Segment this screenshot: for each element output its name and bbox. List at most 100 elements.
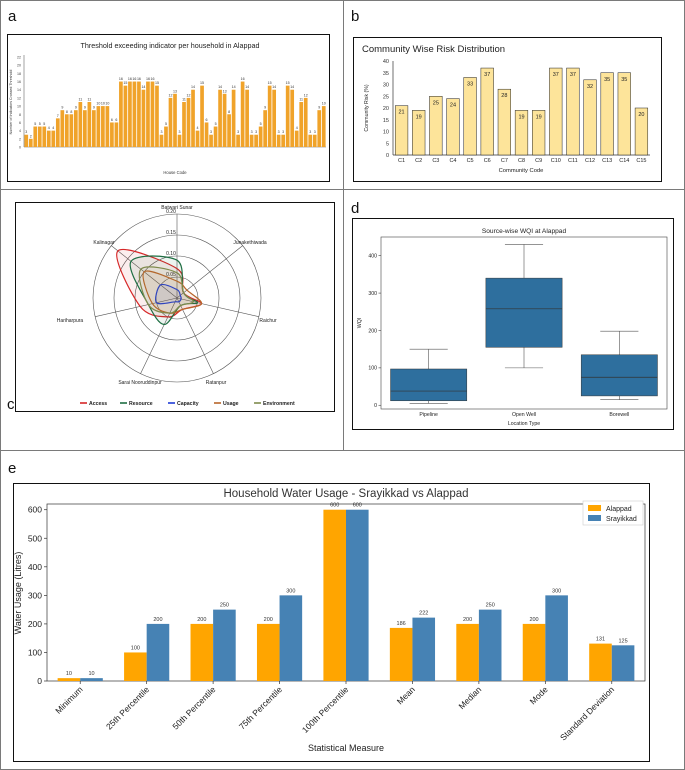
chart-b-bar-label: 21 [399, 110, 405, 116]
chart-b-ytick: 15 [383, 118, 389, 124]
chart-e-bar-alappad [256, 623, 280, 681]
chart-c-series-environment [138, 266, 194, 314]
chart-e-legend-swatch [588, 515, 601, 521]
chart-a-bar-label: 5 [34, 122, 36, 126]
chart-a-bar-label: 4 [296, 126, 298, 130]
chart-e-bar-srayikkad [146, 623, 170, 681]
chart-a-bar-label: 3 [160, 130, 162, 134]
chart-b-bar [566, 67, 580, 156]
chart-a-bar-label: 3 [251, 130, 253, 134]
chart-a-ytick: 20 [17, 64, 21, 68]
chart-a-bar-label: 3 [278, 130, 280, 134]
chart-e-legend-label: Alappad [606, 506, 632, 513]
chart-c-spoke [176, 297, 214, 374]
chart-a-bar [64, 114, 69, 147]
chart-c-rtick: 0.15 [166, 230, 176, 236]
chart-a-bar [267, 85, 272, 147]
chart-c-series-capacity [155, 283, 182, 305]
chart-b-xtick: C7 [501, 158, 508, 164]
chart-b-xtick: C12 [585, 158, 595, 164]
chart-a-bar-label: 6 [111, 118, 113, 122]
chart-a-bar-label: 11 [87, 98, 91, 102]
chart-a-bar-label: 3 [309, 130, 311, 134]
chart-e-bar-label: 200 [264, 617, 273, 623]
chart-e-bar-srayikkad [346, 509, 369, 681]
chart-b-bar-label: 35 [604, 77, 610, 83]
chart-b-bar [429, 96, 443, 156]
chart-a-bar-label: 15 [155, 81, 159, 85]
chart-b-bar [497, 88, 511, 156]
chart-a-bar-label: 4 [52, 126, 54, 130]
chart-a-bar [182, 102, 186, 147]
chart-b-xtick: C3 [432, 158, 439, 164]
chart-e-bar-label: 300 [552, 588, 561, 594]
chart-c-axis-label: Raichur [259, 318, 277, 324]
chart-a-bar-label: 14 [232, 85, 236, 89]
chart-a-bar [321, 106, 326, 147]
chart-a-bar-label: 3 [237, 130, 239, 134]
chart-a-bar [83, 110, 87, 147]
chart-a-bar [308, 134, 313, 147]
chart-a-ytick: 14 [17, 88, 21, 92]
chart-a-bar-label: 16 [150, 77, 154, 81]
chart-a-bar [173, 93, 177, 147]
chart-a-bar-label: 8 [66, 110, 68, 114]
chart-a-bar-label: 16 [137, 77, 141, 81]
chart-b-bar-label: 20 [638, 112, 644, 118]
chart-b-bar [394, 105, 409, 156]
chart-b-xtick: C1 [398, 158, 405, 164]
chart-a-bar-label: 4 [48, 126, 50, 130]
chart-a-bar-label: 9 [318, 106, 320, 110]
chart-a-ytick: 12 [17, 96, 21, 100]
chart-c-axis-label: Hariharpura [57, 318, 84, 324]
chart-a-bar [218, 89, 222, 147]
chart-a-bar-label: 10 [96, 102, 100, 106]
chart-a-bar-label: 11 [299, 98, 303, 102]
chart-b-ytick: 25 [383, 94, 389, 100]
chart-e-bar-alappad [323, 509, 346, 681]
chart-a-bar-label: 3 [282, 130, 284, 134]
chart-e-bar-label: 131 [596, 637, 605, 643]
chart-a-bar [263, 110, 267, 147]
chart-a-bar [159, 134, 164, 147]
chart-e-bar-srayikkad [611, 645, 635, 681]
chart-b-ytick: 5 [386, 141, 389, 147]
chart-a-bar [69, 114, 74, 147]
chart-a-bar-label: 3 [210, 130, 212, 134]
chart-a-ytick: 4 [19, 129, 21, 133]
chart-a-bar [119, 81, 123, 147]
chart-a-ytick: 2 [19, 137, 21, 141]
chart-b-bar-label: 19 [518, 114, 524, 120]
chart-d-box [390, 368, 468, 402]
chart-a-ytick: 0 [19, 146, 21, 150]
chart-d-xtick: Open Well [512, 412, 536, 418]
chart-e-bar-srayikkad [80, 678, 103, 681]
chart-b-bar [514, 110, 529, 156]
chart-a-bar [236, 134, 240, 147]
chart-b-ytick: 20 [383, 106, 389, 112]
chart-a-bar-label: 14 [141, 85, 145, 89]
chart-e-bar-alappad [389, 627, 413, 681]
chart-e-bar-alappad [57, 678, 81, 681]
chart-a-bar [96, 106, 101, 147]
chart-a-bar [200, 85, 204, 147]
chart-e-xtick: Standard Deviation [558, 684, 616, 742]
chart-e-bar-label: 250 [220, 603, 229, 609]
chart-b-bar [532, 110, 546, 156]
chart-e-bar-alappad [522, 623, 546, 681]
chart-b-bar [634, 107, 649, 156]
chart-e-bar-alappad [589, 643, 612, 681]
chart-a-bar [55, 118, 60, 147]
chart-a-bar [101, 106, 105, 147]
chart-a-bar-label: 15 [268, 81, 272, 85]
chart-a-bar-label: 9 [75, 106, 77, 110]
chart-b-bar [583, 79, 597, 156]
chart-c-spoke [95, 297, 178, 317]
chart-a-bar [60, 110, 65, 147]
chart-e-xtick: 100th Percentile [300, 684, 351, 735]
chart-a-bar [28, 138, 33, 147]
chart-a-bar [285, 85, 290, 147]
chart-d-box [485, 277, 563, 348]
